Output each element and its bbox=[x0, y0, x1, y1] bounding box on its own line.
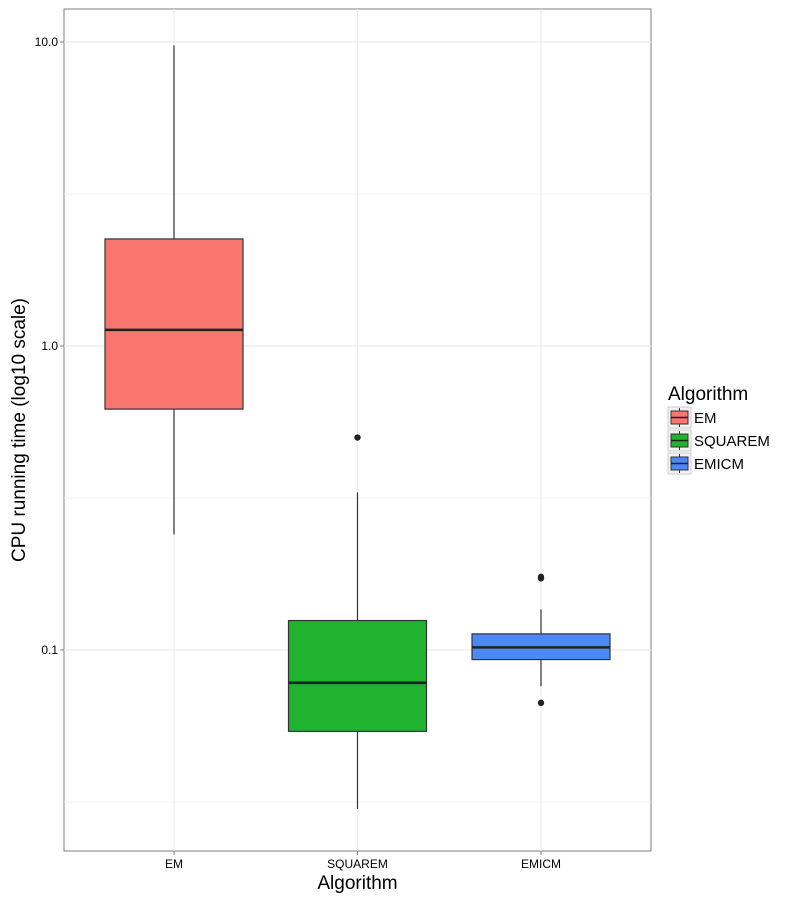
legend-label: EM bbox=[694, 410, 717, 427]
x-tick-label: SQUAREM bbox=[327, 857, 388, 871]
legend-item-emicm: EMICM bbox=[667, 452, 744, 475]
outlier-point bbox=[537, 699, 545, 707]
y-tick-label: 1.0 bbox=[41, 339, 58, 353]
y-tick-label: 0.1 bbox=[41, 643, 58, 657]
legend: Algorithm EM SQUAREM EMICM bbox=[667, 384, 770, 475]
legend-label: EMICM bbox=[694, 456, 744, 473]
y-axis-title: CPU running time (log10 scale) bbox=[9, 298, 30, 562]
outlier-point bbox=[537, 573, 545, 581]
box-group-squarem bbox=[287, 434, 428, 809]
x-axis-title: Algorithm bbox=[317, 873, 397, 894]
y-tick-label: 10.0 bbox=[35, 35, 59, 49]
x-tick-label: EMICM bbox=[521, 857, 561, 871]
x-tick-label: EM bbox=[165, 857, 183, 871]
x-axis: EM SQUAREM EMICM bbox=[165, 851, 561, 871]
legend-item-squarem: SQUAREM bbox=[667, 429, 770, 452]
box bbox=[104, 238, 244, 410]
data-layer bbox=[104, 45, 611, 809]
legend-items: EM SQUAREM EMICM bbox=[667, 406, 770, 475]
legend-label: SQUAREM bbox=[694, 433, 770, 450]
box-group-emicm bbox=[471, 573, 611, 707]
y-axis: 0.1 1.0 10.0 bbox=[35, 35, 64, 657]
legend-item-em: EM bbox=[667, 406, 717, 429]
box-group-em bbox=[104, 45, 244, 535]
legend-title: Algorithm bbox=[668, 384, 748, 405]
outlier-point bbox=[354, 434, 361, 441]
box bbox=[287, 619, 428, 732]
